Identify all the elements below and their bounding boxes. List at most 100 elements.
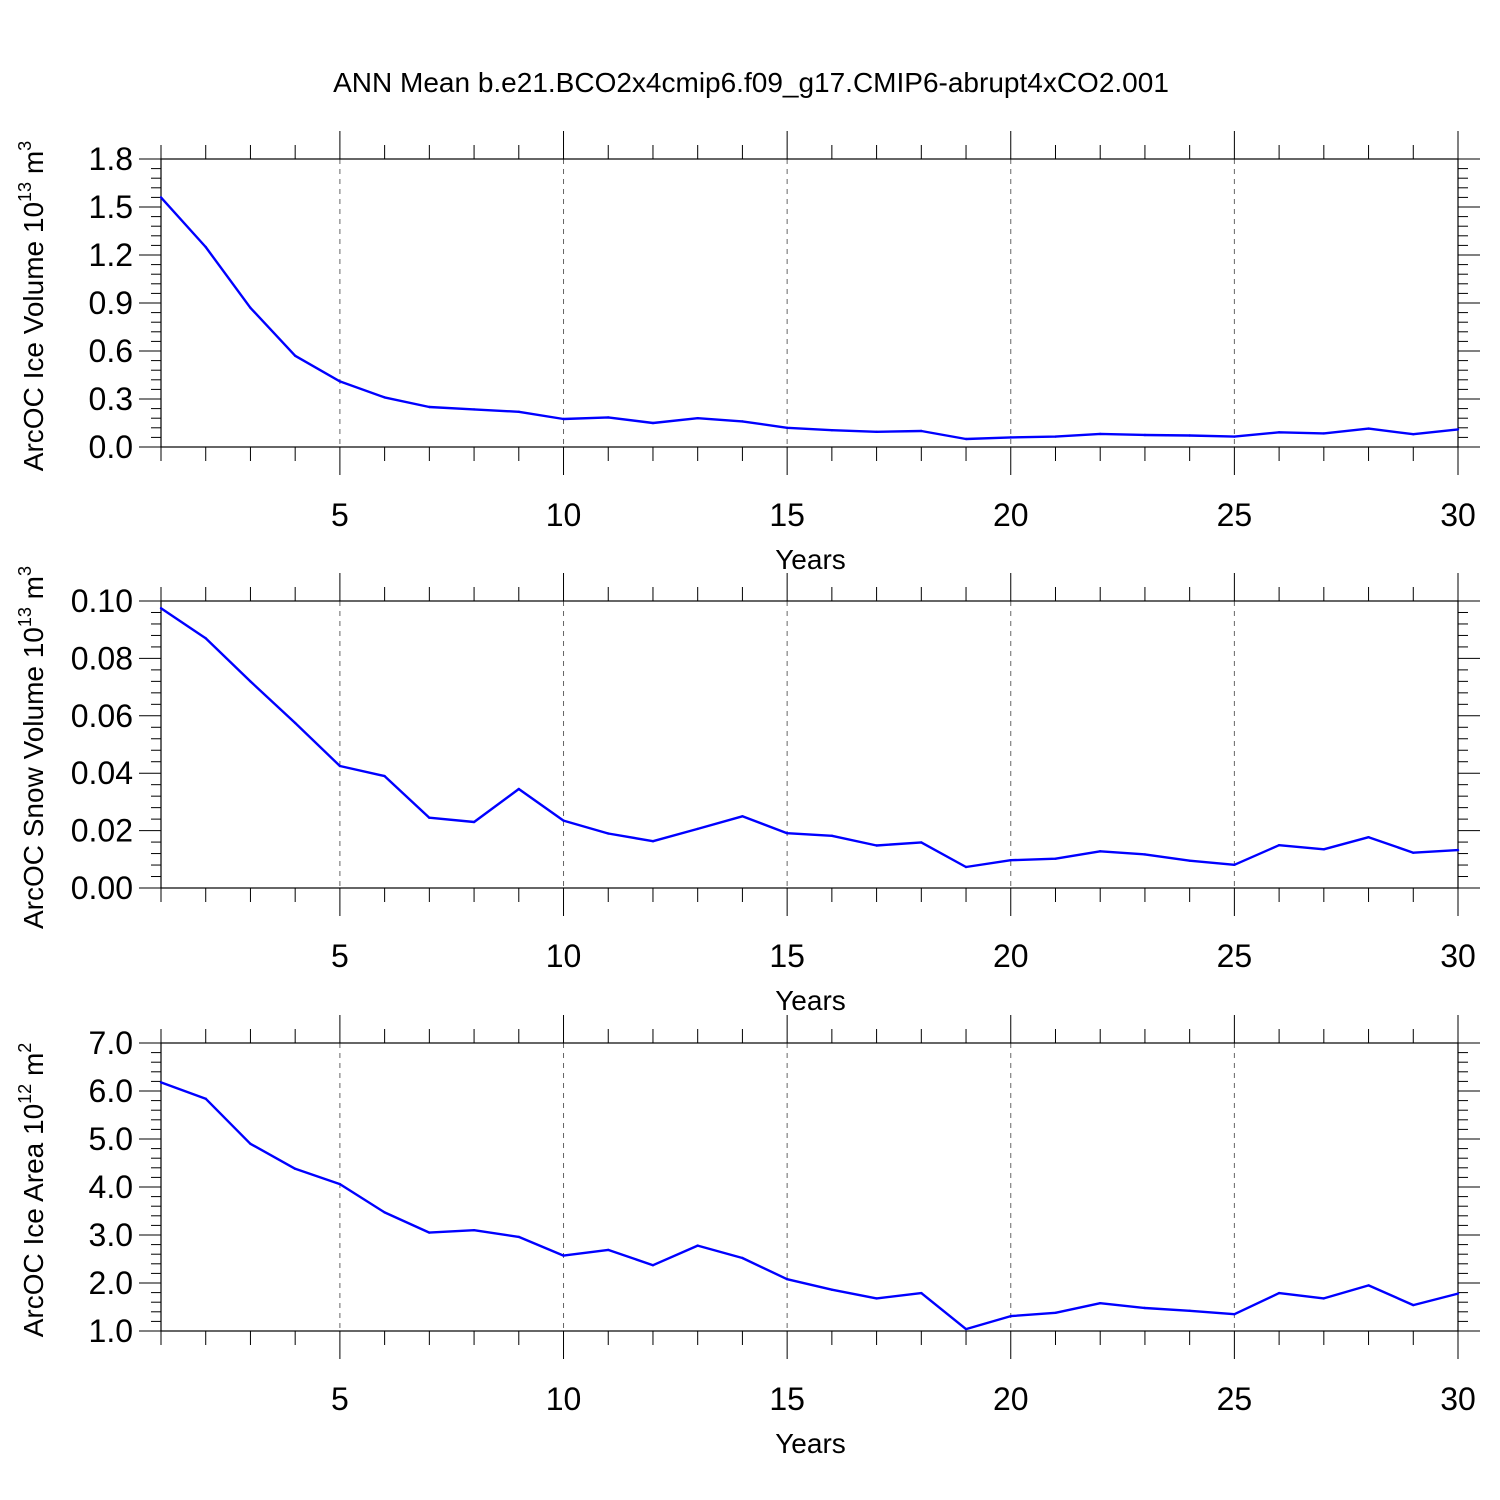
data-point-year-28	[1367, 1284, 1370, 1287]
data-point-year-13	[696, 417, 699, 420]
data-point-year-21	[1054, 435, 1057, 438]
data-point-year-27	[1322, 848, 1326, 851]
y-axis-label-part: m	[18, 151, 49, 182]
data-point-year-29	[1412, 851, 1415, 854]
plot-frame	[160, 600, 1459, 889]
data-point-year-15	[785, 832, 789, 835]
y-tick-label-3: 3.0	[89, 1217, 133, 1253]
y-axis-label: ArcOC Ice Area 1012 m2	[15, 1043, 49, 1338]
data-point-year-25	[1233, 863, 1236, 866]
x-axis-label: Years	[775, 1428, 846, 1459]
data-point-year-24	[1188, 859, 1191, 862]
data-point-year-28	[1367, 836, 1370, 839]
x-axis-label: Years	[775, 544, 846, 575]
data-point-year-14	[741, 1256, 744, 1260]
y-tick-label-1p8: 1.8	[89, 141, 133, 177]
data-point-year-22	[1099, 432, 1102, 436]
x-tick-label-20: 20	[993, 497, 1029, 533]
data-point-year-19	[964, 437, 968, 441]
y-axis-label-part: m	[18, 1053, 49, 1084]
data-point-year-14	[741, 815, 744, 818]
data-point-year-10	[562, 1254, 565, 1257]
data-point-year-11	[607, 1248, 610, 1252]
x-tick-label-25: 25	[1217, 938, 1253, 974]
data-point-year-6	[383, 1211, 386, 1214]
x-tick-label-30: 30	[1440, 1381, 1476, 1417]
data-point-year-14	[741, 420, 744, 423]
y-tick-label-0p08: 0.08	[71, 640, 133, 676]
data-point-year-9	[517, 410, 520, 413]
data-point-year-26	[1277, 844, 1281, 847]
y-tick-label-0: 0.0	[89, 429, 133, 465]
series-line	[160, 196, 1459, 441]
y-tick-label-2: 2.0	[89, 1265, 133, 1301]
y-tick-label-0p04: 0.04	[71, 755, 133, 791]
y-axis-label-superscript: 3	[15, 566, 35, 576]
plot-frame	[160, 158, 1459, 448]
x-tick-label-10: 10	[546, 497, 582, 533]
x-tick-label-10: 10	[546, 938, 582, 974]
data-point-year-29	[1412, 433, 1415, 436]
y-axis-label-superscript: 13	[15, 607, 35, 627]
data-point-year-4	[294, 721, 297, 725]
data-point-year-7	[428, 816, 431, 819]
data-point-year-3	[249, 680, 252, 683]
data-point-year-17	[875, 430, 878, 433]
data-point-year-7	[428, 405, 431, 409]
y-axis-label-superscript: 2	[15, 1043, 35, 1053]
data-point-year-11	[607, 832, 610, 835]
data-point-year-27	[1322, 432, 1326, 435]
data-point-year-21	[1054, 857, 1057, 860]
y-tick-label-1p2: 1.2	[89, 237, 133, 273]
data-point-year-6	[383, 774, 386, 778]
data-point-year-12	[651, 840, 655, 843]
data-point-year-2	[204, 637, 207, 640]
x-tick-label-5: 5	[331, 497, 349, 533]
data-point-year-20	[1009, 436, 1012, 439]
data-point-year-2	[204, 1097, 207, 1100]
y-axis-label: ArcOC Ice Volume 1013 m3	[15, 141, 49, 471]
x-tick-label-15: 15	[769, 1381, 805, 1417]
data-point-year-17	[875, 1297, 878, 1300]
data-point-year-4	[294, 354, 297, 357]
data-point-year-25	[1233, 1313, 1236, 1316]
x-tick-label-5: 5	[331, 938, 349, 974]
y-tick-label-0p6: 0.6	[89, 333, 133, 369]
data-point-year-2	[204, 245, 207, 249]
data-point-year-10	[562, 417, 565, 421]
data-point-year-16	[830, 429, 834, 432]
y-axis-label-part: ArcOC Ice Volume 10	[18, 202, 49, 471]
x-tick-label-15: 15	[769, 938, 805, 974]
data-point-year-19	[964, 1327, 968, 1331]
y-axis-label-part: m	[18, 576, 49, 607]
y-axis-label-superscript: 13	[15, 182, 35, 202]
y-tick-label-5: 5.0	[89, 1121, 133, 1157]
x-tick-label-25: 25	[1217, 497, 1253, 533]
data-point-year-23	[1143, 853, 1147, 856]
data-point-year-26	[1277, 431, 1281, 434]
y-tick-label-0p1: 0.10	[71, 583, 133, 619]
series-line	[160, 607, 1459, 869]
data-point-year-30	[1456, 1292, 1460, 1295]
chart-panel-3: 1.0 2.0 3.0 4.0 5.0 6.0 7.0 5 10 15 20 25 30 Years Arc…	[15, 1015, 1480, 1459]
x-axis-label: Years	[775, 985, 846, 1016]
data-point-year-12	[651, 421, 655, 425]
data-point-year-3	[249, 306, 252, 309]
data-point-year-1	[159, 607, 163, 610]
data-point-year-4	[294, 1167, 297, 1171]
y-tick-label-0p9: 0.9	[89, 285, 133, 321]
y-tick-label-0p06: 0.06	[71, 698, 133, 734]
data-point-year-29	[1412, 1303, 1415, 1307]
data-point-year-20	[1009, 1314, 1012, 1318]
data-point-year-19	[964, 865, 968, 869]
data-point-year-15	[785, 426, 789, 429]
y-tick-label-0p02: 0.02	[71, 813, 133, 849]
data-point-year-22	[1099, 850, 1102, 853]
data-point-year-30	[1456, 428, 1460, 431]
data-point-year-21	[1054, 1311, 1057, 1315]
y-axis-label-part: ArcOC Snow Volume 10	[18, 627, 49, 929]
data-point-year-27	[1322, 1297, 1326, 1300]
data-point-year-3	[249, 1142, 252, 1146]
data-point-year-17	[875, 844, 878, 847]
x-tick-label-30: 30	[1440, 497, 1476, 533]
